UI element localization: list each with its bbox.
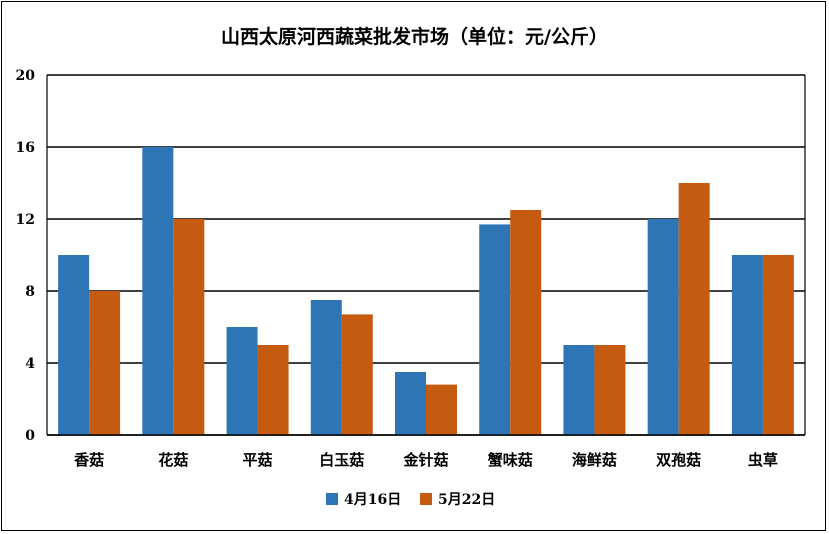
bar-series1 — [395, 372, 426, 435]
legend-label: 4月16日 — [344, 492, 401, 508]
x-tick-label: 海鲜菇 — [572, 451, 617, 469]
legend-swatch — [420, 493, 432, 505]
chart-title: 山西太原河西蔬菜批发市场（单位：元/公斤） — [221, 26, 608, 48]
bar-series2 — [173, 219, 205, 435]
bar-series2 — [594, 345, 626, 435]
bar-series2 — [426, 384, 457, 435]
x-tick-label: 蟹味菇 — [488, 451, 533, 469]
bar-series1 — [563, 345, 595, 435]
bar-series1 — [479, 224, 511, 435]
bar-series2 — [341, 314, 373, 435]
bar-series1 — [226, 327, 258, 435]
y-tick-label: 0 — [25, 428, 35, 444]
legend-swatch — [326, 493, 338, 505]
bar-series1 — [647, 219, 679, 435]
y-tick-label: 20 — [16, 68, 36, 84]
y-tick-label: 12 — [16, 212, 35, 228]
bar-series1 — [142, 147, 174, 435]
x-tick-label: 平菇 — [243, 451, 273, 469]
y-tick-label: 8 — [25, 284, 35, 300]
bar-series1 — [310, 300, 342, 435]
bar-series2 — [762, 255, 794, 435]
legend-label: 5月22日 — [438, 492, 495, 508]
bar-series1 — [731, 255, 763, 435]
x-tick-label: 白玉菇 — [319, 451, 364, 469]
bar-series2 — [257, 345, 289, 435]
x-tick-label: 花菇 — [158, 451, 188, 469]
bar-series2 — [89, 291, 121, 435]
x-tick-label: 双孢菇 — [656, 451, 701, 469]
bar-series2 — [678, 183, 710, 435]
x-tick-label: 金针菇 — [402, 451, 448, 469]
y-tick-label: 16 — [16, 140, 35, 156]
y-tick-label: 4 — [25, 356, 35, 372]
bar-series1 — [58, 255, 90, 435]
bar-series2 — [510, 210, 542, 435]
x-tick-label: 香菇 — [74, 451, 104, 469]
x-tick-label: 虫草 — [748, 451, 778, 469]
